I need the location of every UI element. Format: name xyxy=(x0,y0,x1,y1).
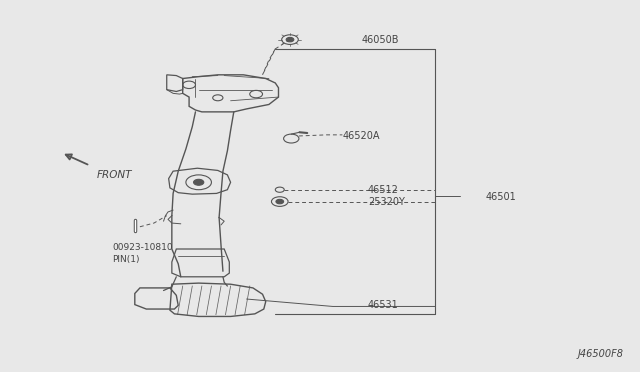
Text: 25320Y: 25320Y xyxy=(368,196,404,206)
Text: 46501: 46501 xyxy=(486,192,516,202)
Text: 46050B: 46050B xyxy=(362,35,399,45)
Text: 00923-10810: 00923-10810 xyxy=(113,243,173,253)
Circle shape xyxy=(276,199,284,204)
Text: 46531: 46531 xyxy=(368,300,399,310)
Text: J46500F8: J46500F8 xyxy=(577,349,623,359)
Circle shape xyxy=(193,179,204,185)
Circle shape xyxy=(286,37,294,42)
Text: FRONT: FRONT xyxy=(97,170,132,180)
Text: 46512: 46512 xyxy=(368,185,399,195)
Text: 46520A: 46520A xyxy=(342,131,380,141)
Text: PIN(1): PIN(1) xyxy=(113,255,140,264)
